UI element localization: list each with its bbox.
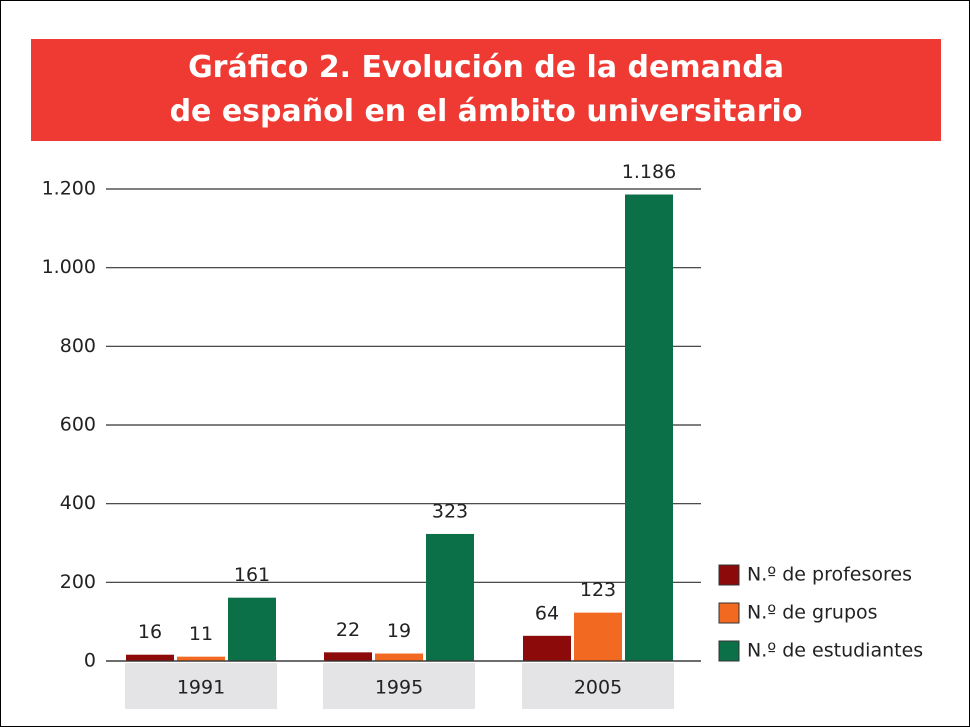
bar bbox=[126, 654, 174, 661]
data-label: 19 bbox=[387, 620, 411, 642]
x-tick-label: 2005 bbox=[574, 677, 622, 699]
legend-label: N.º de profesores bbox=[747, 564, 912, 586]
bar bbox=[574, 612, 622, 661]
data-label: 22 bbox=[336, 619, 360, 641]
y-tick-label: 800 bbox=[60, 335, 96, 357]
data-label: 323 bbox=[432, 500, 468, 522]
bar bbox=[426, 533, 474, 661]
data-label: 1.186 bbox=[622, 161, 676, 183]
y-tick-label: 0 bbox=[84, 650, 96, 672]
legend-label: N.º de estudiantes bbox=[747, 640, 923, 662]
category-box bbox=[323, 663, 475, 709]
y-tick-label: 400 bbox=[60, 492, 96, 514]
data-label: 11 bbox=[189, 623, 213, 645]
x-tick-label: 1995 bbox=[375, 677, 423, 699]
data-label: 161 bbox=[234, 564, 270, 586]
y-tick-label: 1.200 bbox=[42, 178, 96, 200]
y-tick-label: 600 bbox=[60, 414, 96, 436]
chart-title: Gráfico 2. Evolución de la demanda de es… bbox=[169, 50, 803, 129]
title-banner: Gráfico 2. Evolución de la demanda de es… bbox=[31, 39, 941, 141]
data-label: 64 bbox=[535, 602, 559, 624]
bar bbox=[625, 194, 673, 662]
legend-label: N.º de grupos bbox=[747, 602, 878, 624]
bar bbox=[324, 652, 372, 661]
data-label: 123 bbox=[580, 579, 616, 601]
bar bbox=[375, 653, 423, 661]
bar bbox=[228, 597, 276, 661]
x-tick-label: 1991 bbox=[177, 677, 225, 699]
data-label: 16 bbox=[138, 621, 162, 643]
legend-swatch bbox=[718, 564, 740, 586]
bar bbox=[177, 656, 225, 661]
bar bbox=[523, 635, 571, 661]
legend-swatch bbox=[718, 640, 740, 662]
category-box bbox=[125, 663, 277, 709]
category-box bbox=[522, 663, 674, 709]
y-tick-label: 1.000 bbox=[42, 256, 96, 278]
y-tick-label: 200 bbox=[60, 571, 96, 593]
legend-swatch bbox=[718, 602, 740, 624]
